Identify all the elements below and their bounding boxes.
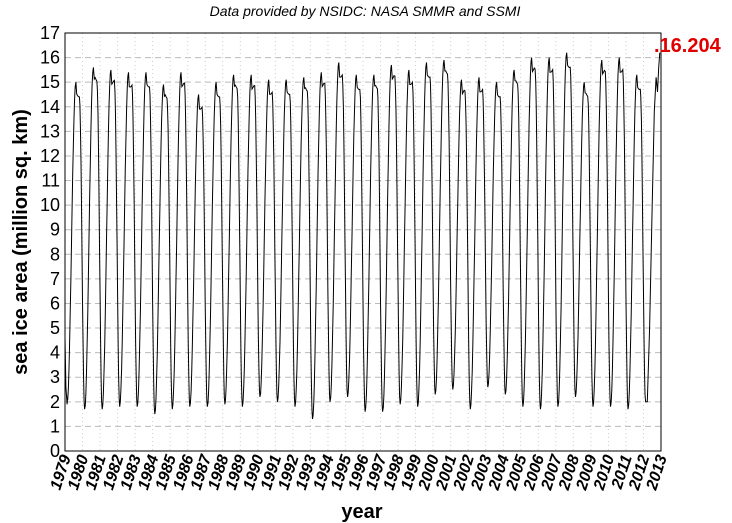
x-axis-ticks: 1979198019811982198319841985198619871988… (48, 452, 671, 493)
plot-frame (64, 32, 662, 452)
y-tick-label: 0 (50, 441, 60, 461)
y-tick-label: 15 (40, 72, 60, 92)
y-tick-label: 6 (50, 293, 60, 313)
y-tick-label: 4 (50, 343, 60, 363)
chart-title: Data provided by NSIDC: NASA SMMR and SS… (210, 3, 521, 19)
y-tick-label: 5 (50, 318, 60, 338)
grid (65, 33, 661, 451)
y-tick-label: 3 (50, 367, 60, 387)
y-tick-label: 12 (40, 146, 60, 166)
y-tick-label: 11 (41, 171, 60, 191)
y-axis-label: sea ice area (million sq. km) (10, 109, 32, 375)
y-tick-label: 2 (50, 392, 60, 412)
y-tick-label: 9 (50, 220, 60, 240)
series-line (64, 52, 661, 420)
y-tick-label: 1 (50, 416, 60, 436)
x-axis-label: year (341, 501, 382, 523)
y-tick-label: 14 (40, 97, 60, 117)
last-value-annotation: .16.204 (654, 35, 722, 57)
y-tick-label: 17 (40, 23, 60, 43)
y-tick-label: 8 (50, 244, 60, 264)
y-tick-label: 13 (40, 121, 60, 141)
y-tick-label: 16 (40, 48, 60, 68)
y-tick-label: 10 (40, 195, 60, 215)
y-tick-label: 7 (50, 269, 60, 289)
